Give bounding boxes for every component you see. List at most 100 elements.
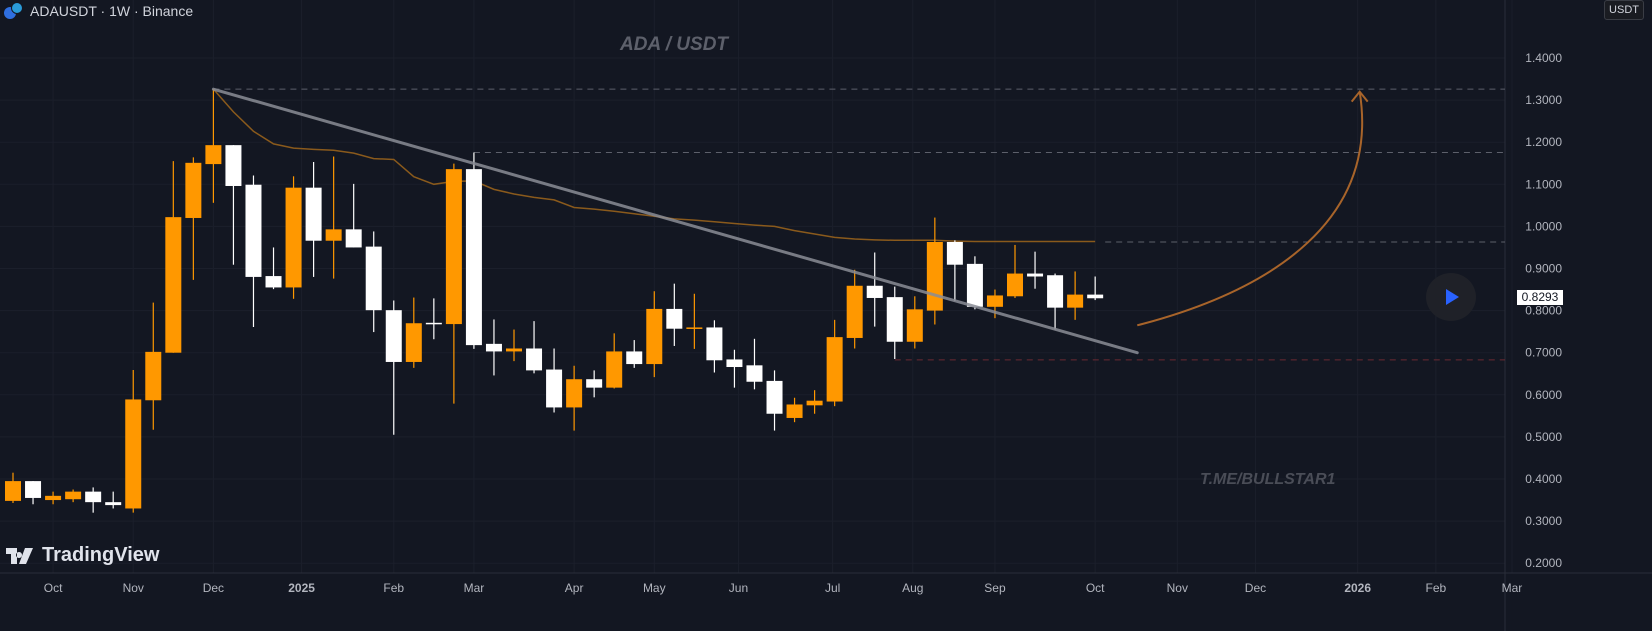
symbol-header[interactable]: ADAUSDT · 1W · Binance	[4, 2, 193, 20]
candle-body	[1027, 273, 1044, 277]
candle-body	[546, 369, 563, 408]
candle-bearish	[1047, 273, 1064, 330]
candle-bullish	[786, 397, 803, 423]
time-axis-label: Aug	[902, 581, 923, 595]
candle-body	[886, 297, 903, 342]
price-axis-label: 0.2000	[1525, 556, 1562, 570]
candle-body	[526, 348, 543, 371]
candle-bearish	[966, 256, 983, 310]
time-axis-label: Apr	[565, 581, 584, 595]
candle-body	[646, 308, 663, 365]
watermark-text: T.ME/BULLSTAR1	[1200, 471, 1336, 488]
replay-play-button[interactable]	[1426, 273, 1476, 321]
candle-body	[45, 495, 62, 501]
candle-body	[485, 343, 502, 352]
candle-bullish	[445, 163, 462, 404]
time-axis-label: Mar	[464, 581, 485, 595]
candle-body	[25, 481, 42, 498]
candle-body	[726, 359, 743, 368]
candle-bearish	[726, 349, 743, 388]
candle-body	[125, 399, 142, 509]
candle-bearish	[1027, 251, 1044, 289]
candle-body	[225, 145, 242, 186]
candle-bullish	[165, 161, 182, 353]
candle-bearish	[305, 161, 322, 277]
candle-body	[1067, 294, 1084, 308]
candle-bullish	[325, 156, 342, 279]
candle-body	[1007, 273, 1023, 297]
candle-bearish	[626, 340, 643, 368]
candle-body	[706, 327, 723, 361]
candle-body	[385, 310, 402, 362]
time-axis-label: Jul	[825, 581, 840, 595]
candle-bullish	[405, 297, 422, 368]
candle-body	[966, 263, 983, 307]
candle-bullish	[826, 319, 843, 407]
candle-body	[666, 308, 683, 329]
candle-bullish	[185, 157, 202, 280]
candle-body	[586, 379, 603, 388]
candle-body	[626, 351, 643, 365]
candle-body	[506, 348, 522, 352]
price-axis-label: 0.4000	[1525, 472, 1562, 486]
candle-bearish	[866, 252, 883, 327]
candle-body	[185, 162, 202, 218]
candle-body	[766, 380, 783, 414]
candle-bearish	[365, 231, 382, 333]
time-axis-label: Nov	[1167, 581, 1188, 595]
candle-bullish	[5, 472, 21, 503]
candle-bullish	[606, 333, 623, 389]
candle-body	[305, 187, 322, 241]
candle-body	[205, 145, 222, 165]
candle-body	[265, 276, 282, 288]
projection-arrow	[1136, 91, 1364, 327]
price-axis-label: 0.6000	[1525, 388, 1562, 402]
last-price-label: 0.8293	[1517, 290, 1563, 305]
price-axis-label: 1.4000	[1525, 51, 1562, 65]
price-axis-label: 1.1000	[1525, 177, 1562, 191]
candle-body	[806, 400, 823, 406]
candle-bullish	[145, 302, 162, 430]
candle-bearish	[385, 300, 402, 435]
candle-bearish	[526, 321, 543, 374]
time-axis-label: 2026	[1344, 581, 1371, 595]
time-axis-label: Nov	[123, 581, 144, 595]
candle-bearish	[425, 298, 442, 340]
candle-bullish	[1067, 271, 1084, 320]
candle-bullish	[806, 390, 823, 414]
candle-bullish	[125, 369, 142, 513]
currency-button[interactable]: USDT	[1604, 0, 1644, 20]
candle-bearish	[666, 283, 683, 346]
candle-bullish	[65, 489, 82, 503]
candle-body	[5, 481, 21, 501]
candle-body	[906, 309, 923, 342]
candle-bullish	[205, 89, 222, 203]
candle-bearish	[546, 348, 563, 413]
descending-trendline	[211, 87, 1139, 355]
candle-body	[85, 491, 102, 503]
candle-body	[325, 229, 342, 241]
candle-bearish	[485, 319, 502, 376]
candle-bearish	[1087, 276, 1104, 301]
tradingview-icon	[6, 547, 33, 564]
candle-body	[746, 365, 763, 382]
chart-title-text: ADA / USDT	[620, 34, 729, 55]
candle-bullish	[506, 329, 522, 362]
candle-body	[786, 404, 803, 418]
candle-body	[866, 285, 883, 298]
candle-bearish	[746, 338, 763, 390]
price-axis-label: 0.9000	[1525, 262, 1562, 276]
candle-bullish	[45, 491, 62, 505]
candle-body	[65, 491, 82, 500]
price-axis-label: 0.3000	[1525, 514, 1562, 528]
candle-bullish	[566, 365, 583, 431]
candle-body	[686, 327, 703, 329]
price-axis-label: 0.5000	[1525, 430, 1562, 444]
arrow-head-icon	[1350, 90, 1369, 103]
tradingview-logo[interactable]: TradingView	[6, 544, 159, 567]
tradingview-wordmark: TradingView	[42, 544, 160, 566]
candle-bullish	[906, 296, 923, 349]
candle-body	[465, 169, 482, 346]
play-icon	[1446, 289, 1459, 305]
